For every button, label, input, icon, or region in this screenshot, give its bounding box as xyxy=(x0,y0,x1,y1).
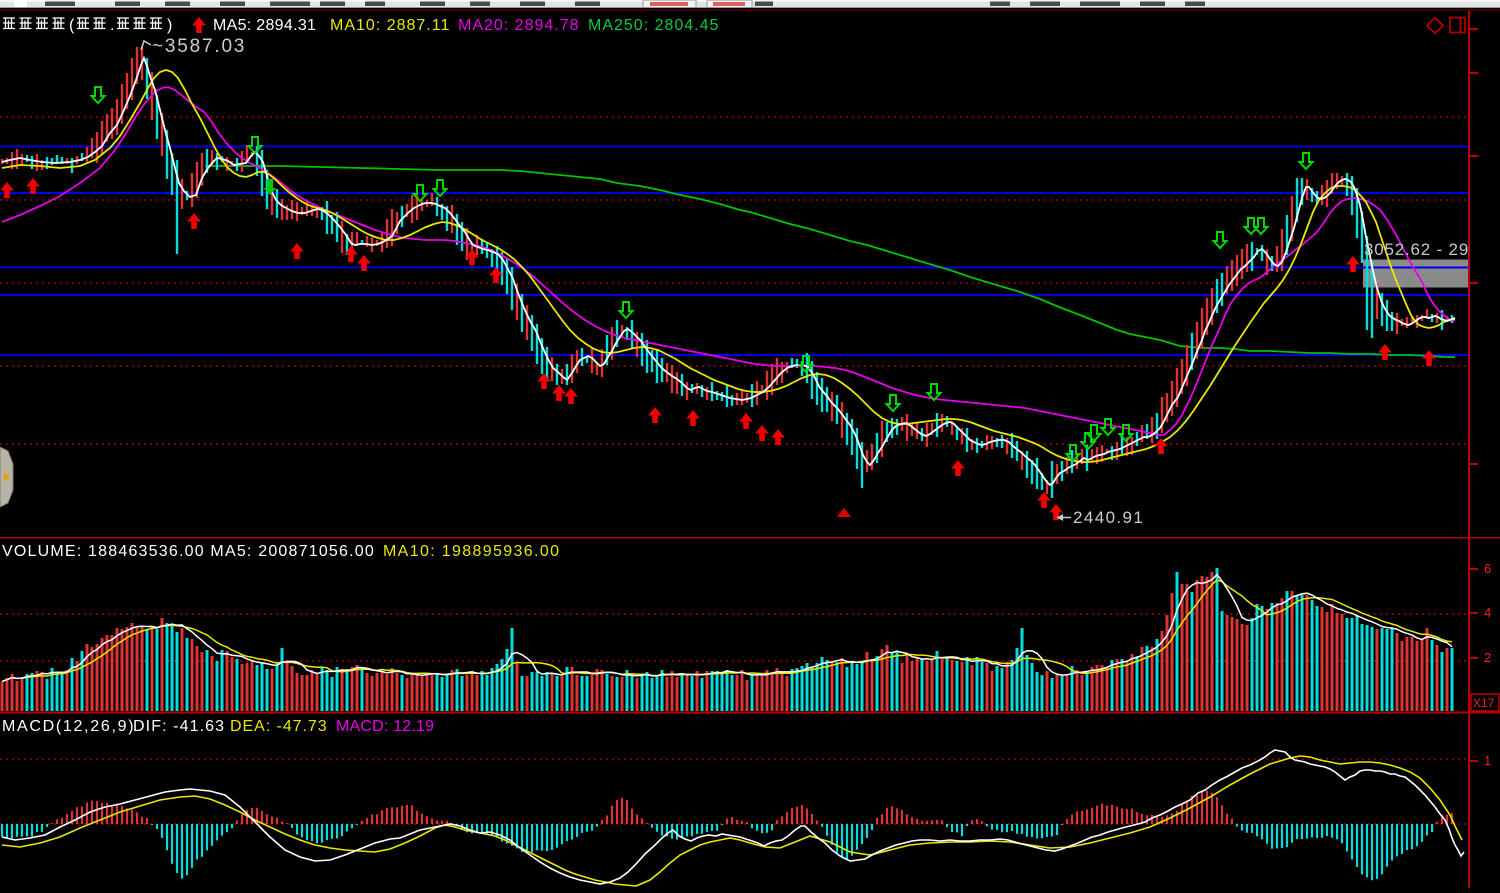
svg-text:.: . xyxy=(110,17,114,34)
svg-text:DEA: -47.73: DEA: -47.73 xyxy=(230,718,328,735)
svg-text:4: 4 xyxy=(1484,605,1491,620)
svg-text:(: ( xyxy=(69,17,75,34)
svg-text:MA5: 2894.31: MA5: 2894.31 xyxy=(213,17,316,34)
svg-text:MA10: 198895936.00: MA10: 198895936.00 xyxy=(383,543,560,560)
svg-text:MACD: 12.19: MACD: 12.19 xyxy=(336,718,434,735)
svg-text:MA10: 2887.11: MA10: 2887.11 xyxy=(330,17,450,34)
svg-text:1: 1 xyxy=(1484,753,1491,768)
svg-text:MACD(12,26,9): MACD(12,26,9) xyxy=(2,718,135,735)
svg-text:2440.91: 2440.91 xyxy=(1073,508,1144,527)
svg-text:DIF: -41.63: DIF: -41.63 xyxy=(133,718,225,735)
svg-text:MA250: 2804.45: MA250: 2804.45 xyxy=(588,17,719,34)
svg-text:VOLUME: 188463536.00 MA5: 200: VOLUME: 188463536.00 MA5: 200871056.00 xyxy=(2,543,375,560)
svg-text:): ) xyxy=(167,17,172,34)
svg-text:2: 2 xyxy=(1484,650,1491,665)
svg-text:MA20: 2894.78: MA20: 2894.78 xyxy=(458,17,580,34)
svg-text:6: 6 xyxy=(1484,561,1491,576)
svg-text:X17: X17 xyxy=(1473,696,1495,710)
svg-text:~3587.03: ~3587.03 xyxy=(152,36,246,57)
svg-text:3052.62 - 29: 3052.62 - 29 xyxy=(1364,240,1469,259)
